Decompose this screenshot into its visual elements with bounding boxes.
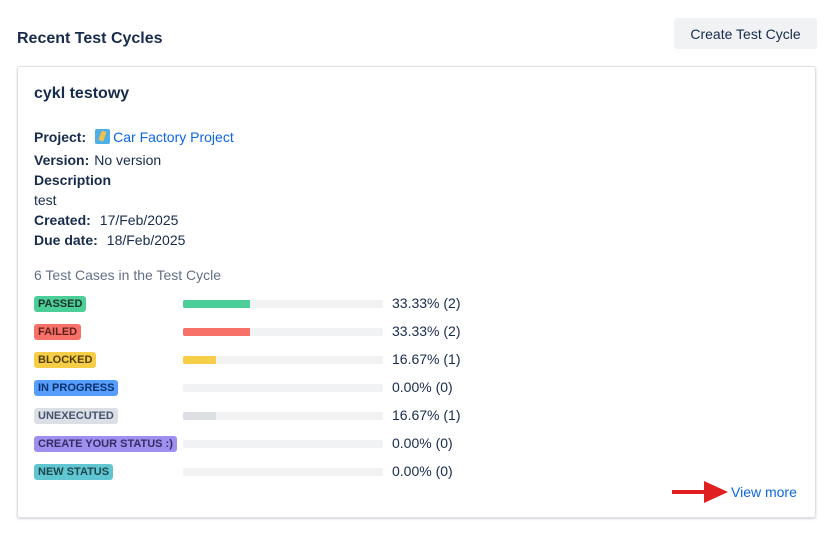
status-lozenge: NEW STATUS — [34, 464, 114, 480]
status-progress-bar — [183, 468, 383, 476]
status-lozenge: BLOCKED — [34, 352, 97, 368]
view-more-link[interactable]: View more — [731, 484, 797, 500]
status-progress-bar — [183, 300, 383, 308]
description-label: Description — [34, 172, 112, 188]
version-label: Version: — [34, 152, 90, 168]
status-percentage: 33.33% (2) — [392, 295, 461, 311]
due-date-label: Due date: — [34, 232, 98, 248]
status-percentage: 16.67% (1) — [392, 351, 461, 367]
test-cycle-card: cykl testowy Project: Car Factory Project… — [17, 66, 816, 518]
status-lozenge: CREATE YOUR STATUS :) — [34, 436, 177, 452]
status-lozenge: PASSED — [34, 296, 87, 312]
status-percentage: 0.00% (0) — [392, 463, 453, 479]
status-progress-fill — [183, 356, 217, 364]
version-row: Version: No version — [34, 152, 161, 168]
status-lozenge: IN PROGRESS — [34, 380, 119, 396]
project-row: Project: Car Factory Project — [34, 129, 234, 145]
section-title: Recent Test Cycles — [17, 30, 163, 47]
due-date-value: 18/Feb/2025 — [106, 232, 186, 248]
project-label: Project: — [34, 129, 87, 145]
status-row: UNEXECUTED 16.67% (1) — [34, 407, 794, 424]
project-icon — [95, 129, 111, 144]
status-lozenge: FAILED — [34, 324, 82, 340]
project-link[interactable]: Car Factory Project — [113, 129, 234, 145]
created-label: Created: — [34, 212, 91, 228]
due-date-row: Due date: 18/Feb/2025 — [34, 232, 185, 248]
status-progress-bar — [183, 440, 383, 448]
status-percentage: 33.33% (2) — [392, 323, 461, 339]
status-percentage: 0.00% (0) — [392, 379, 453, 395]
status-row: PASSED 33.33% (2) — [34, 295, 794, 312]
description-value: test — [34, 192, 57, 208]
status-progress-bar — [183, 356, 383, 364]
status-row: NEW STATUS 0.00% (0) — [34, 463, 794, 480]
cycle-name[interactable]: cykl testowy — [34, 85, 130, 102]
status-row: IN PROGRESS 0.00% (0) — [34, 379, 794, 396]
create-test-cycle-button[interactable]: Create Test Cycle — [674, 18, 817, 49]
status-row: BLOCKED 16.67% (1) — [34, 351, 794, 368]
status-progress-fill — [183, 412, 217, 420]
status-progress-bar — [183, 328, 383, 336]
status-progress-bar — [183, 384, 383, 392]
status-row: FAILED 33.33% (2) — [34, 323, 794, 340]
version-value: No version — [94, 152, 162, 168]
status-progress-bar — [183, 412, 383, 420]
status-progress-fill — [183, 328, 250, 336]
status-row: CREATE YOUR STATUS :) 0.00% (0) — [34, 435, 794, 452]
status-lozenge: UNEXECUTED — [34, 408, 118, 424]
status-percentage: 0.00% (0) — [392, 435, 453, 451]
status-progress-fill — [183, 300, 250, 308]
status-percentage: 16.67% (1) — [392, 407, 461, 423]
created-value: 17/Feb/2025 — [99, 212, 179, 228]
test-case-summary: 6 Test Cases in the Test Cycle — [34, 267, 222, 283]
red-arrow-icon — [672, 481, 728, 503]
created-row: Created: 17/Feb/2025 — [34, 212, 178, 228]
